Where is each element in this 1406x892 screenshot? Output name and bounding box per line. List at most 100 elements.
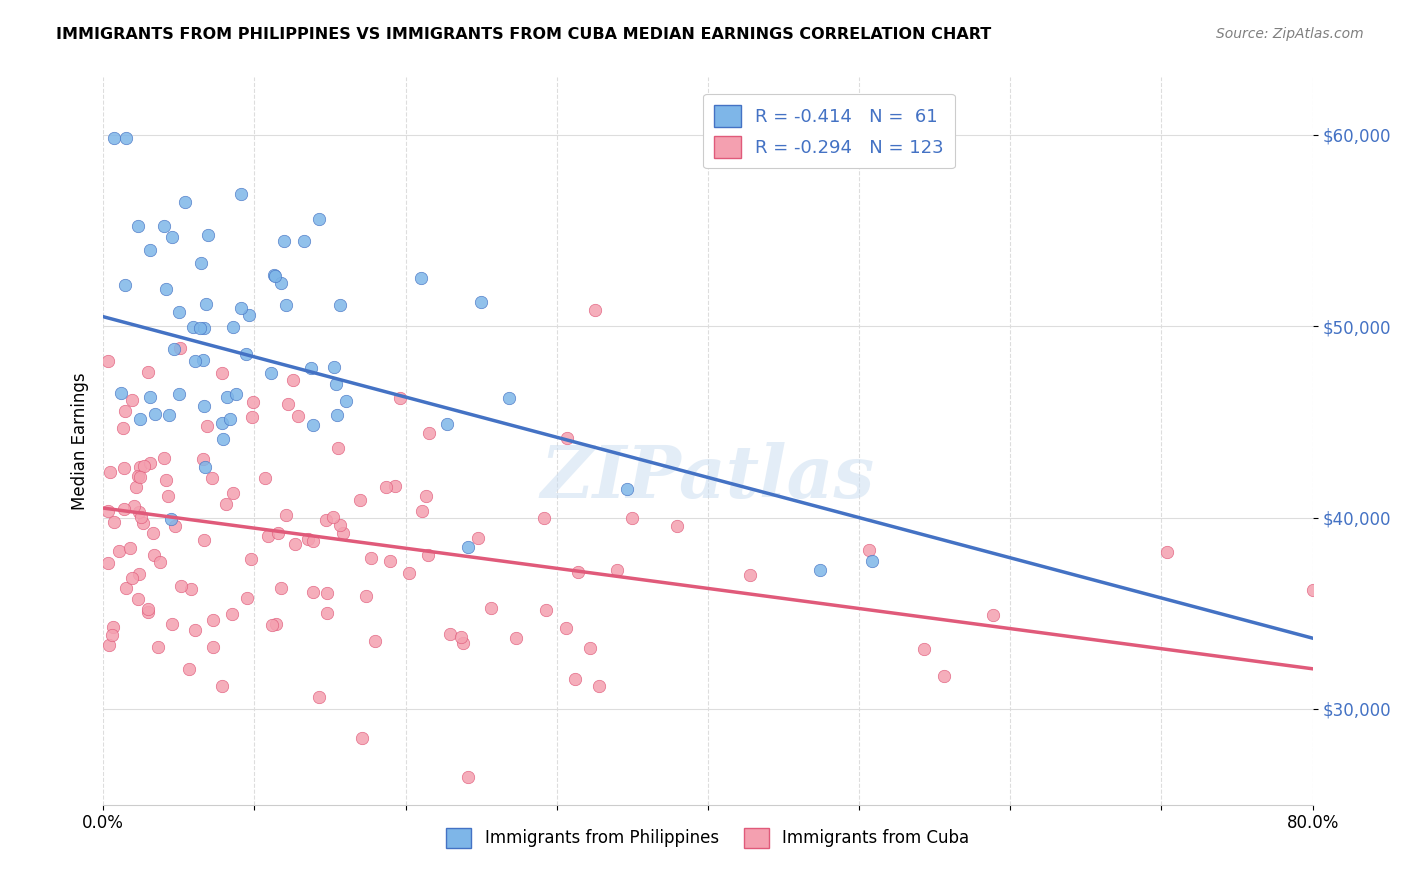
Point [101, 620, 124, 634]
Point [114, 404, 136, 418]
Point [191, 451, 214, 466]
Point [329, 518, 352, 533]
Point [128, 469, 150, 483]
Point [155, 282, 177, 296]
Point [193, 321, 215, 335]
Point [579, 640, 602, 655]
Point [129, 460, 152, 475]
Point [253, 471, 276, 485]
Point [436, 417, 458, 431]
Point [360, 551, 382, 566]
Point [162, 229, 184, 244]
Point [163, 342, 186, 356]
Point [260, 618, 283, 632]
Point [554, 621, 576, 635]
Point [112, 461, 135, 475]
Point [222, 320, 245, 334]
Point [229, 187, 252, 202]
Point [127, 592, 149, 607]
Point [322, 360, 344, 375]
Point [152, 451, 174, 466]
Point [536, 603, 558, 617]
Point [110, 386, 132, 401]
Point [112, 502, 135, 516]
Point [242, 394, 264, 409]
Point [97, 504, 120, 518]
Point [173, 194, 195, 209]
Point [315, 513, 337, 527]
Point [98, 466, 121, 480]
Point [388, 391, 411, 405]
Point [129, 509, 152, 524]
Point [127, 219, 149, 233]
Point [292, 234, 315, 248]
Point [101, 628, 124, 642]
Point [127, 468, 149, 483]
Point [301, 417, 323, 432]
Point [235, 347, 257, 361]
Point [165, 518, 187, 533]
Point [398, 566, 420, 581]
Point [264, 269, 287, 284]
Point [160, 512, 183, 526]
Point [302, 585, 325, 599]
Point [211, 679, 233, 693]
Point [384, 478, 406, 492]
Point [97, 354, 120, 368]
Point [195, 418, 218, 433]
Point [260, 366, 283, 380]
Text: ZIPatlas: ZIPatlas [541, 442, 875, 513]
Point [215, 497, 238, 511]
Point [1302, 582, 1324, 597]
Point [120, 541, 142, 555]
Point [188, 320, 211, 334]
Point [112, 421, 135, 435]
Point [374, 480, 396, 494]
Point [139, 456, 162, 470]
Point [606, 563, 628, 577]
Point [409, 270, 432, 285]
Point [202, 613, 225, 627]
Point [354, 589, 377, 603]
Point [235, 591, 257, 605]
Point [270, 581, 292, 595]
Point [218, 412, 240, 426]
Point [193, 533, 215, 547]
Point [122, 499, 145, 513]
Point [125, 480, 148, 494]
Point [108, 543, 131, 558]
Point [332, 525, 354, 540]
Point [564, 672, 586, 686]
Point [415, 489, 437, 503]
Point [299, 360, 322, 375]
Point [467, 531, 489, 545]
Point [153, 219, 176, 234]
Y-axis label: Median Earnings: Median Earnings [72, 372, 89, 510]
Point [240, 409, 263, 424]
Point [1156, 544, 1178, 558]
Text: IMMIGRANTS FROM PHILIPPINES VS IMMIGRANTS FROM CUBA MEDIAN EARNINGS CORRELATION : IMMIGRANTS FROM PHILIPPINES VS IMMIGRANT… [56, 27, 991, 42]
Point [470, 295, 492, 310]
Point [195, 297, 218, 311]
Point [157, 408, 180, 422]
Point [665, 519, 688, 533]
Point [128, 412, 150, 426]
Point [457, 540, 479, 554]
Point [139, 244, 162, 258]
Point [264, 616, 287, 631]
Point [97, 556, 120, 570]
Point [274, 298, 297, 312]
Point [621, 511, 644, 525]
Point [115, 581, 138, 595]
Point [912, 642, 935, 657]
Point [169, 341, 191, 355]
Point [132, 516, 155, 530]
Point [160, 617, 183, 632]
Point [239, 552, 262, 566]
Point [211, 366, 233, 380]
Point [128, 567, 150, 582]
Point [616, 482, 638, 496]
Point [184, 354, 207, 368]
Point [222, 485, 245, 500]
Point [287, 409, 309, 423]
